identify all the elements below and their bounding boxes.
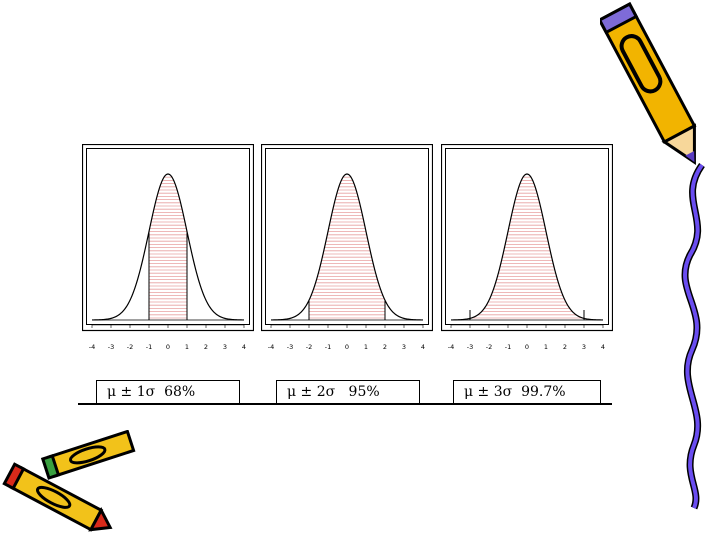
normal-curve-panel-1sigma: -4 -3 -2 -1 0 1 2 3 4 xyxy=(82,144,254,351)
x-tick-label: -4 xyxy=(268,343,274,351)
x-tick-label: 0 xyxy=(166,343,170,351)
pencil-clipart-icon xyxy=(600,2,697,165)
plot-frame xyxy=(265,148,429,325)
x-tick-label: 1 xyxy=(544,343,548,351)
x-tick-label: 1 xyxy=(364,343,368,351)
panel-frame xyxy=(441,144,613,332)
x-tick-label: 2 xyxy=(204,343,208,351)
x-tick-label: 3 xyxy=(582,343,586,351)
x-tick-label: 4 xyxy=(601,343,605,351)
crayons-clipart-icon xyxy=(2,430,136,532)
label-1sigma: μ ± 1σ 68% xyxy=(96,380,240,404)
plot-frame xyxy=(445,148,609,325)
x-tick-label: -1 xyxy=(505,343,511,351)
x-tick-label: -4 xyxy=(89,343,95,351)
normal-curve-panel-2sigma: -4 -3 -2 -1 0 1 2 3 4 xyxy=(261,144,433,351)
x-tick-label: 0 xyxy=(345,343,349,351)
normal-curve-panel-3sigma: -4 -3 -2 -1 0 1 2 3 4 xyxy=(441,144,613,351)
plot-frame xyxy=(86,148,250,325)
x-tick-label: 0 xyxy=(525,343,529,351)
x-tick-label: 2 xyxy=(383,343,387,351)
label-2sigma: μ ± 2σ 95% xyxy=(276,380,420,404)
x-tick-label: 1 xyxy=(185,343,189,351)
x-tick-label: -4 xyxy=(448,343,454,351)
squiggle-decoration xyxy=(681,162,705,510)
normal-curve-line xyxy=(91,173,245,321)
x-tick-label: -1 xyxy=(146,343,152,351)
x-tick-label: 4 xyxy=(421,343,425,351)
x-tick-label: -3 xyxy=(467,343,473,351)
x-tick-label: 2 xyxy=(563,343,567,351)
panel-frame xyxy=(261,144,433,332)
normal-curve-line xyxy=(270,173,424,321)
x-tick-label: -2 xyxy=(306,343,312,351)
x-tick-label: 3 xyxy=(402,343,406,351)
x-tick-label: -3 xyxy=(108,343,114,351)
x-tick-label: 4 xyxy=(242,343,246,351)
x-tick-label: -2 xyxy=(127,343,133,351)
label-3sigma: μ ± 3σ 99.7% xyxy=(453,380,601,404)
panel-frame xyxy=(82,144,254,332)
x-tick-label: -3 xyxy=(287,343,293,351)
x-tick-label: -1 xyxy=(325,343,331,351)
normal-curve-line xyxy=(450,173,604,321)
x-tick-label: -2 xyxy=(486,343,492,351)
x-tick-label: 3 xyxy=(223,343,227,351)
baseline-rule xyxy=(78,403,612,405)
